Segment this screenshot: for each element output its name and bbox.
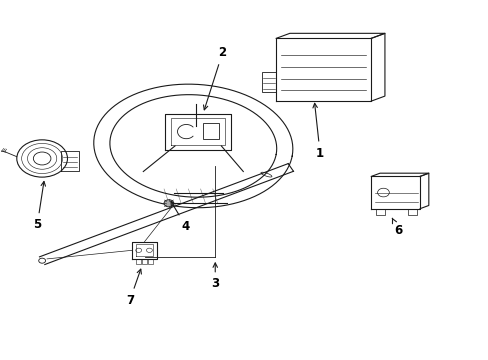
- Text: 2: 2: [203, 46, 226, 110]
- Text: 7: 7: [125, 269, 141, 307]
- Bar: [375, 209, 384, 215]
- Text: 5: 5: [33, 181, 45, 231]
- Bar: [261, 72, 276, 92]
- Text: 6: 6: [391, 218, 402, 237]
- Bar: [148, 259, 153, 264]
- Circle shape: [163, 200, 173, 207]
- Text: 1: 1: [312, 103, 324, 159]
- Bar: [407, 209, 416, 215]
- Text: 4: 4: [171, 201, 190, 233]
- Bar: [142, 259, 147, 264]
- Bar: [136, 259, 141, 264]
- Bar: [203, 123, 219, 139]
- Text: 3: 3: [211, 263, 219, 291]
